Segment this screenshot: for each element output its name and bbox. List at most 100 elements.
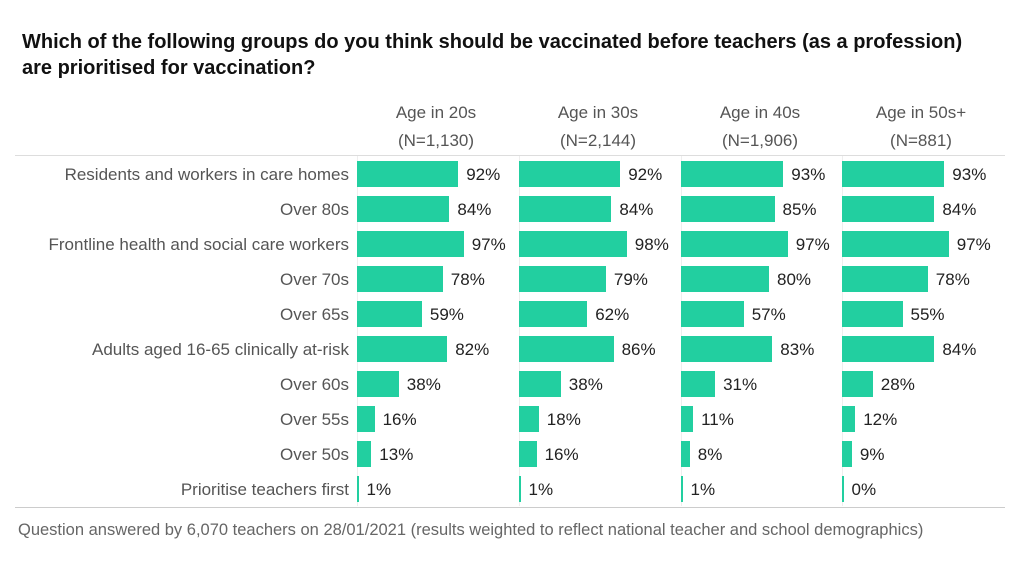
bar — [357, 266, 443, 292]
data-label: 28% — [880, 374, 915, 394]
bar — [519, 406, 539, 432]
bar — [357, 476, 359, 502]
category-label: Over 55s — [280, 409, 349, 429]
data-label: 1% — [366, 479, 392, 499]
bar — [681, 161, 784, 187]
bar — [357, 231, 464, 257]
bottom-divider — [15, 507, 1005, 508]
data-label: 82% — [455, 339, 490, 359]
bar — [681, 266, 769, 292]
bar — [519, 301, 588, 327]
data-label: 92% — [466, 164, 501, 184]
bar — [842, 301, 903, 327]
data-label: 93% — [791, 164, 826, 184]
bar — [681, 196, 775, 222]
category-label: Prioritise teachers first — [180, 479, 349, 499]
data-label: 62% — [595, 304, 630, 324]
bar — [519, 476, 521, 502]
data-label: 98% — [634, 234, 669, 254]
data-label: 59% — [429, 304, 464, 324]
bar — [842, 476, 844, 502]
bar — [681, 301, 744, 327]
data-label: 85% — [782, 199, 817, 219]
category-label: Over 65s — [280, 304, 349, 324]
data-label: 57% — [751, 304, 786, 324]
bar — [842, 161, 945, 187]
data-label: 86% — [621, 339, 656, 359]
bar — [519, 196, 612, 222]
category-label: Over 80s — [280, 199, 349, 219]
data-label: 18% — [546, 409, 581, 429]
series-n: (N=881) — [890, 131, 952, 150]
data-label: 97% — [795, 234, 830, 254]
series-header: Age in 20s — [395, 103, 477, 122]
bar — [519, 161, 621, 187]
bar — [357, 301, 422, 327]
data-label: 80% — [777, 269, 812, 289]
data-label: 83% — [780, 339, 815, 359]
data-label: 9% — [859, 444, 885, 464]
category-label: Over 50s — [280, 444, 349, 464]
header-divider — [15, 155, 1005, 156]
bar — [519, 266, 606, 292]
data-label: 0% — [851, 479, 877, 499]
column-divider — [519, 156, 520, 506]
series-header: Age in 50s+ — [875, 103, 967, 122]
bar — [681, 441, 690, 467]
bar — [357, 371, 399, 397]
category-label: Over 60s — [280, 374, 349, 394]
bar — [842, 406, 856, 432]
bar — [357, 196, 450, 222]
bar — [681, 476, 683, 502]
data-label: 31% — [723, 374, 758, 394]
data-label: 84% — [457, 199, 492, 219]
data-label: 1% — [528, 479, 554, 499]
data-label: 78% — [935, 269, 970, 289]
series-n: (N=1,130) — [397, 131, 475, 150]
data-label: 79% — [613, 269, 648, 289]
bar — [842, 231, 949, 257]
column-divider — [842, 156, 843, 506]
series-header: Age in 30s — [557, 103, 639, 122]
series-n: (N=2,144) — [559, 131, 637, 150]
bar — [681, 231, 788, 257]
series-header: Age in 40s — [719, 103, 801, 122]
data-label: 55% — [910, 304, 945, 324]
data-label: 84% — [942, 199, 977, 219]
bar — [842, 196, 935, 222]
data-label: 11% — [701, 409, 734, 429]
data-label: 78% — [450, 269, 485, 289]
footnote: Question answered by 6,070 teachers on 2… — [18, 521, 924, 539]
data-label: 38% — [406, 374, 441, 394]
bar — [519, 336, 614, 362]
bar — [681, 371, 716, 397]
data-label: 8% — [697, 444, 723, 464]
data-label: 13% — [379, 444, 414, 464]
bar — [519, 441, 537, 467]
bar — [842, 441, 852, 467]
data-label: 16% — [544, 444, 579, 464]
data-label: 84% — [942, 339, 977, 359]
data-label: 97% — [956, 234, 991, 254]
column-divider — [357, 156, 358, 506]
category-label: Adults aged 16-65 clinically at-risk — [91, 339, 349, 359]
data-label: 93% — [952, 164, 987, 184]
data-label: 16% — [382, 409, 417, 429]
bar — [519, 231, 627, 257]
bar — [519, 371, 561, 397]
bar — [357, 406, 375, 432]
column-divider — [681, 156, 682, 506]
data-label: 97% — [471, 234, 506, 254]
series-n: (N=1,906) — [721, 131, 799, 150]
category-label: Residents and workers in care homes — [64, 164, 349, 184]
category-label: Frontline health and social care workers — [48, 234, 349, 254]
bar — [842, 336, 935, 362]
data-label: 92% — [628, 164, 663, 184]
category-label: Over 70s — [280, 269, 349, 289]
data-label: 12% — [863, 409, 898, 429]
chart-title: Which of the following groups do you thi… — [22, 31, 963, 79]
bar — [842, 371, 873, 397]
data-label: 38% — [568, 374, 603, 394]
bar — [357, 441, 372, 467]
bar — [357, 336, 448, 362]
